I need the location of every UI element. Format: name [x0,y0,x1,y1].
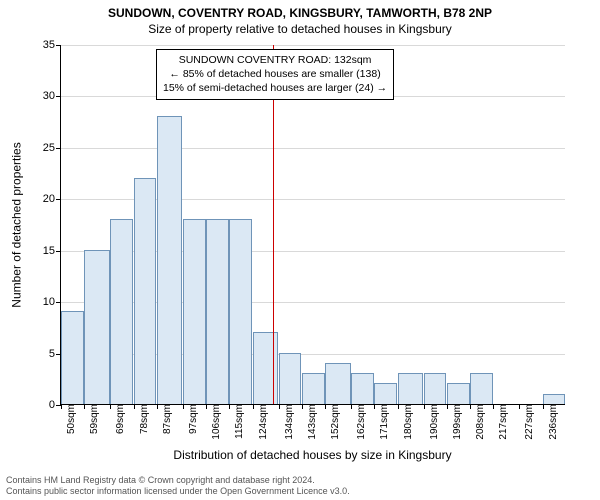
xtick-label: 106sqm [209,404,222,440]
xtick-mark [519,404,520,409]
xtick-mark [424,404,425,409]
histogram-bar [61,311,84,404]
xtick-label: 171sqm [377,404,390,440]
xtick-mark [543,404,544,409]
xtick-label: 236sqm [546,404,559,440]
xtick-label: 97sqm [186,404,199,434]
xtick-label: 190sqm [427,404,440,440]
ytick-label: 15 [43,245,61,257]
ytick-label: 5 [49,348,61,360]
histogram-bar [134,178,157,404]
xtick-label: 124sqm [256,404,269,440]
histogram-bar [229,219,252,404]
histogram-bar [470,373,493,404]
xtick-mark [134,404,135,409]
ytick-label: 20 [43,193,61,205]
xtick-label: 162sqm [354,404,367,440]
xtick-label: 69sqm [113,404,126,434]
xtick-mark [493,404,494,409]
xtick-label: 59sqm [87,404,100,434]
chart-figure: SUNDOWN, COVENTRY ROAD, KINGSBURY, TAMWO… [0,0,600,500]
xtick-mark [374,404,375,409]
histogram-bar [447,383,470,404]
ytick-label: 0 [49,399,61,411]
xtick-mark [183,404,184,409]
histogram-bar [325,363,350,404]
xtick-label: 152sqm [328,404,341,440]
y-axis-label: Number of detached properties [10,142,24,307]
plot-area: 0510152025303550sqm59sqm69sqm78sqm87sqm9… [60,45,565,405]
histogram-bar [206,219,229,404]
xtick-label: 87sqm [160,404,173,434]
gridline-h [61,148,565,149]
annotation-line-2: ← 85% of detached houses are smaller (13… [163,67,387,81]
xtick-mark [61,404,62,409]
chart-title-sub: Size of property relative to detached ho… [0,22,600,36]
x-axis-label: Distribution of detached houses by size … [60,448,565,462]
xtick-mark [84,404,85,409]
xtick-mark [279,404,280,409]
ytick-label: 10 [43,296,61,308]
histogram-bar [157,116,182,404]
histogram-bar [302,373,325,404]
xtick-mark [110,404,111,409]
histogram-bar [374,383,397,404]
ytick-label: 30 [43,90,61,102]
xtick-label: 180sqm [401,404,414,440]
xtick-mark [351,404,352,409]
y-axis-label-container: Number of detached properties [10,45,24,405]
xtick-mark [447,404,448,409]
xtick-label: 50sqm [64,404,77,434]
xtick-label: 143sqm [305,404,318,440]
ytick-label: 25 [43,142,61,154]
xtick-label: 199sqm [450,404,463,440]
footer-line-2: Contains public sector information licen… [6,486,350,497]
xtick-mark [302,404,303,409]
histogram-bar [398,373,423,404]
xtick-label: 208sqm [473,404,486,440]
annotation-line-1: SUNDOWN COVENTRY ROAD: 132sqm [163,53,387,67]
chart-title-main: SUNDOWN, COVENTRY ROAD, KINGSBURY, TAMWO… [0,6,600,20]
annotation-line-3: 15% of semi-detached houses are larger (… [163,81,387,95]
histogram-bar [183,219,206,404]
xtick-mark [229,404,230,409]
histogram-bar [279,353,302,404]
xtick-mark [398,404,399,409]
annotation-box: SUNDOWN COVENTRY ROAD: 132sqm← 85% of de… [156,49,394,100]
xtick-label: 115sqm [232,404,245,439]
histogram-bar [351,373,374,404]
xtick-label: 217sqm [496,404,509,440]
xtick-label: 227sqm [522,404,535,440]
histogram-bar [110,219,133,404]
xtick-mark [206,404,207,409]
xtick-label: 134sqm [282,404,295,440]
ytick-label: 35 [43,39,61,51]
xtick-mark [470,404,471,409]
gridline-h [61,45,565,46]
xtick-mark [253,404,254,409]
xtick-label: 78sqm [137,404,150,434]
footer-line-1: Contains HM Land Registry data © Crown c… [6,475,350,486]
xtick-mark [157,404,158,409]
histogram-bar [84,250,109,404]
footer-attribution: Contains HM Land Registry data © Crown c… [6,475,350,497]
histogram-bar [543,394,566,404]
xtick-mark [325,404,326,409]
histogram-bar [424,373,447,404]
